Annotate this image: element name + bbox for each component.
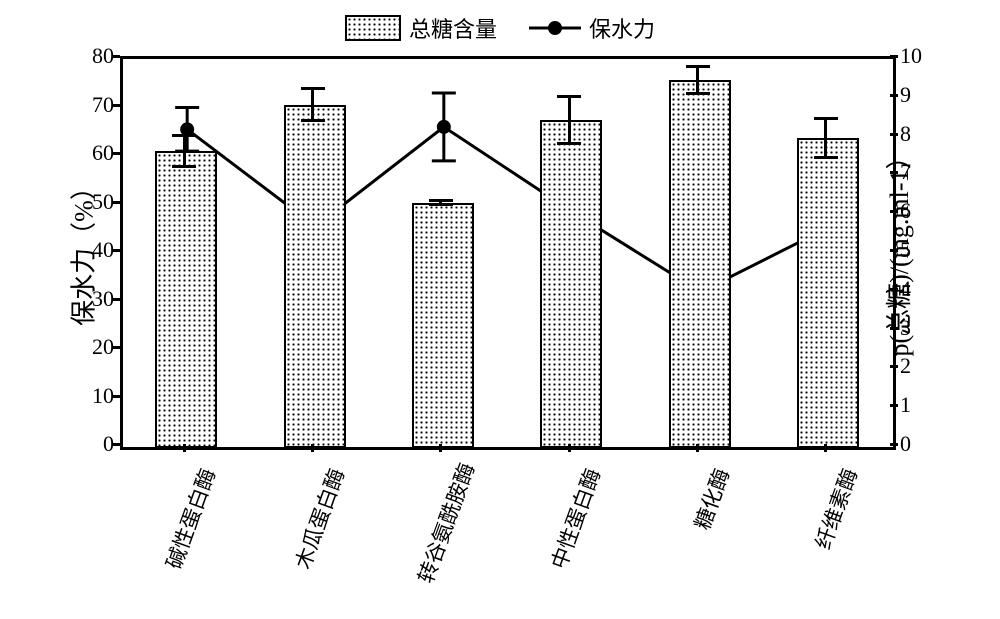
legend-bar-label: 总糖含量	[409, 12, 497, 44]
y1-tick-label: 20	[54, 334, 114, 360]
legend-bar: 总糖含量	[345, 12, 497, 44]
y1-tick-label: 50	[54, 189, 114, 215]
bar	[669, 80, 731, 448]
legend-line-label: 保水力	[589, 12, 655, 44]
y1-tick-label: 60	[54, 140, 114, 166]
y2-tick-label: 10	[900, 43, 960, 69]
x-category-label: 木瓜蛋白酶	[281, 464, 350, 587]
y1-tick-label: 80	[54, 43, 114, 69]
plot-area	[120, 56, 896, 450]
y2-tick-label: 5	[900, 237, 960, 263]
y1-tick-label: 0	[54, 431, 114, 457]
y2-tick-label: 9	[900, 82, 960, 108]
bar	[540, 120, 602, 448]
x-category-label: 糖化酶	[666, 464, 735, 587]
bar	[412, 203, 474, 448]
line-series	[123, 59, 893, 447]
y2-tick-label: 2	[900, 353, 960, 379]
y2-tick-label: 1	[900, 392, 960, 418]
bar-swatch	[345, 15, 401, 41]
x-category-label: 中性蛋白酶	[538, 464, 607, 587]
y2-tick-label: 6	[900, 198, 960, 224]
bar	[284, 105, 346, 449]
y2-tick-label: 4	[900, 276, 960, 302]
legend: 总糖含量 保水力	[0, 12, 1000, 44]
y2-tick-label: 8	[900, 121, 960, 147]
x-category-label: 碱性蛋白酶	[153, 464, 222, 587]
y1-tick-label: 40	[54, 237, 114, 263]
y2-tick-label: 3	[900, 315, 960, 341]
y2-tick-label: 0	[900, 431, 960, 457]
x-category-label: 转谷氨酰胺酶	[410, 464, 479, 587]
chart-container: 总糖含量 保水力 保水力（%） p(总糖)/(mg.ml-1） 01020304…	[0, 0, 1000, 619]
y1-tick-label: 30	[54, 286, 114, 312]
y2-tick-label: 7	[900, 159, 960, 185]
y1-tick-label: 70	[54, 92, 114, 118]
line-swatch	[529, 17, 581, 39]
legend-line: 保水力	[529, 12, 655, 44]
x-category-label: 纤维素酶	[795, 464, 864, 587]
bar	[155, 151, 217, 448]
bar	[797, 138, 859, 448]
y1-tick-label: 10	[54, 383, 114, 409]
